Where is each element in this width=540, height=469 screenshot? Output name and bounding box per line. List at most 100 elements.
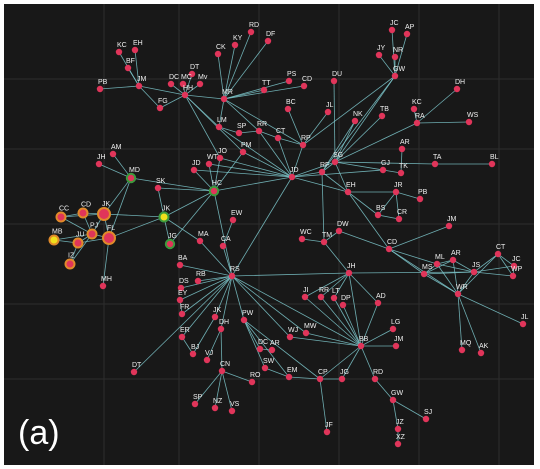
node-label: CD (81, 202, 91, 209)
node-ws (465, 118, 473, 126)
node-dt2 (130, 368, 138, 376)
edge (184, 94, 221, 159)
node-vs (228, 407, 236, 415)
edges (53, 29, 524, 444)
node-label: HC (212, 180, 222, 187)
node-label: DT (132, 362, 142, 369)
node-jz (394, 425, 402, 433)
node-jk2 (211, 313, 219, 321)
node-label: RD (373, 369, 383, 376)
node-label: JO (218, 148, 228, 155)
edge (338, 230, 390, 250)
node-ar2 (449, 256, 457, 264)
edge (223, 80, 290, 100)
edge (436, 263, 459, 295)
node-bl (488, 160, 496, 168)
node-sg (331, 158, 339, 166)
node-label: LT (332, 288, 340, 295)
node-bs (374, 211, 382, 219)
edge (391, 29, 396, 77)
node-dh2 (217, 325, 225, 333)
nodes (48, 26, 527, 448)
node-label: JK (102, 201, 111, 208)
node-label: PB (98, 79, 108, 86)
edge (334, 161, 349, 193)
edge (277, 137, 304, 146)
edge (473, 253, 499, 273)
node-label: TK (399, 163, 408, 170)
edge (423, 273, 459, 295)
node-label: JZ (396, 419, 405, 426)
edge (388, 248, 438, 265)
node-jl1 (324, 108, 332, 116)
edge (208, 163, 293, 178)
node-label: MS (422, 264, 433, 271)
node-kc1 (115, 48, 123, 56)
node-label: MR (222, 89, 233, 96)
node-label: VS (230, 401, 240, 408)
edge (289, 336, 362, 347)
node-label: BF (126, 58, 135, 65)
edge (179, 275, 233, 301)
node-mw (302, 329, 310, 337)
node-ps (285, 77, 293, 85)
edge (108, 177, 132, 239)
node-jf (323, 428, 331, 436)
edge (302, 111, 329, 146)
node-label: CT (496, 244, 506, 251)
node-label: AD (376, 293, 386, 300)
edge (217, 53, 225, 100)
edge (243, 319, 266, 369)
node-nz (211, 404, 219, 412)
node-label: BL (490, 154, 499, 161)
edge (388, 225, 450, 250)
node-label: MW (304, 323, 317, 330)
node-rb (194, 277, 202, 285)
node-label: BA (178, 255, 188, 262)
node-hc (208, 185, 220, 197)
node-label: WJ (288, 327, 298, 334)
edge (497, 253, 515, 267)
node-wp (509, 272, 517, 280)
node-label: JS (472, 262, 481, 269)
node-gj (379, 166, 387, 174)
edge (243, 319, 321, 380)
edge (302, 75, 396, 146)
node-label: VJ (205, 350, 213, 357)
edge (223, 40, 269, 100)
edge (199, 240, 233, 277)
node-label: JM (394, 336, 404, 343)
node-ba (176, 261, 184, 269)
node-cp (316, 375, 324, 383)
node-bb (357, 342, 365, 350)
node-cr (395, 215, 403, 223)
node-label: GJ (381, 160, 390, 167)
edge (374, 378, 394, 401)
node-label: JH (97, 154, 106, 161)
edge (163, 190, 215, 218)
edge (213, 176, 293, 192)
node-mq (458, 346, 466, 354)
node-label: CC (59, 206, 69, 213)
node-label: LG (391, 319, 400, 326)
node-label: BJ (191, 344, 199, 351)
edge (321, 75, 396, 173)
node-label: BS (376, 205, 386, 212)
node-label: DU (332, 71, 342, 78)
edge (218, 98, 225, 128)
node-label: JL (326, 102, 334, 109)
node-label: JD (290, 167, 299, 174)
node-dt1 (188, 70, 196, 78)
node-label: SW (263, 358, 275, 365)
node-label: WP (511, 266, 523, 273)
edge (222, 245, 233, 277)
node-label: MC (181, 74, 192, 81)
edge (360, 302, 379, 347)
node-label: PB (418, 189, 428, 196)
node-bj (189, 350, 197, 358)
node-jd1 (190, 166, 198, 174)
edge (133, 275, 233, 373)
edge (423, 271, 475, 275)
